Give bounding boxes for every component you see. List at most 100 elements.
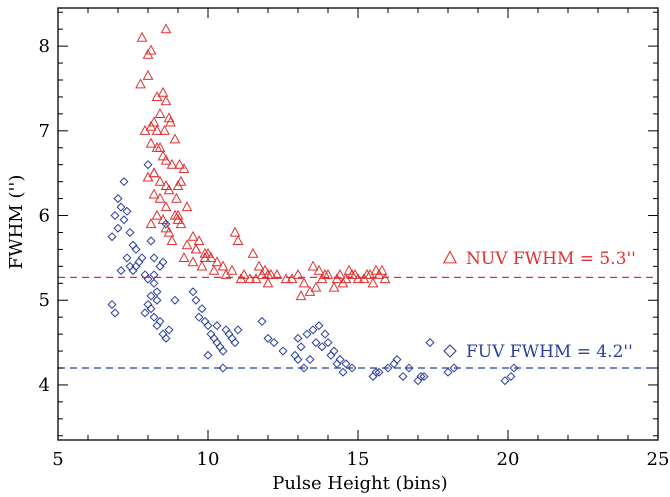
fuv-point (113, 194, 123, 204)
nuv-point (376, 264, 388, 275)
fuv-point (419, 371, 429, 381)
nuv-point (165, 116, 176, 127)
y-tick-label: 7 (39, 121, 50, 142)
fuv-point (371, 367, 381, 377)
axis-tick-labels: 5 10 15 20 25 4 5 6 7 8 (39, 36, 670, 470)
fuv-point (134, 257, 144, 267)
fuv-point (170, 295, 180, 305)
fuv-point (416, 371, 426, 381)
fuv-point (110, 211, 120, 221)
nuv-point (175, 175, 187, 186)
fuv-point (152, 295, 162, 305)
fuv-point (290, 350, 300, 360)
nuv-point (145, 120, 157, 131)
fuv-point (143, 160, 153, 170)
fuv-point (293, 355, 303, 365)
fuv-point (311, 338, 321, 348)
nuv-point (232, 235, 244, 246)
y-tick-label: 5 (39, 290, 50, 311)
fuv-point (149, 278, 159, 288)
fuv-point (155, 261, 165, 271)
fuv-point (116, 266, 126, 276)
fuv-point (119, 177, 129, 187)
nuv-point (379, 273, 391, 284)
fuv-point (257, 316, 267, 326)
nuv-point (145, 137, 157, 148)
nuv-point (157, 150, 169, 161)
nuv-point (148, 167, 160, 178)
fuv-point (269, 338, 279, 348)
nuv-point (166, 235, 178, 246)
nuv-point (367, 277, 379, 288)
nuv-point (151, 124, 163, 135)
fuv-point (131, 244, 141, 254)
nuv-point (313, 264, 325, 275)
nuv-point (160, 154, 172, 165)
fuv-point (152, 321, 162, 331)
fuv-point (149, 270, 159, 280)
axis-ticks (57, 8, 659, 440)
nuv-point (169, 133, 181, 144)
fuv-point (299, 363, 309, 373)
fuv-point (302, 329, 312, 339)
fuv-point (191, 295, 201, 305)
nuv-point (244, 273, 256, 284)
nuv-point (163, 184, 175, 195)
fuv-point (506, 371, 516, 381)
nuv-point (135, 78, 146, 89)
nuv-point (160, 23, 172, 34)
fuv-point (329, 346, 339, 356)
x-tick-label: 15 (347, 449, 370, 470)
nuv-point (253, 260, 265, 271)
fuv-point (203, 350, 213, 360)
fuv-point (389, 359, 399, 369)
fuv-point (122, 206, 132, 216)
legend-nuv: NUV FWHM = 5.3'' (442, 249, 636, 269)
nuv-point (151, 209, 163, 220)
nuv-point (160, 201, 172, 212)
nuv-point (169, 209, 181, 220)
nuv-point (154, 175, 166, 186)
fuv-point (161, 333, 171, 343)
fuv-point (425, 338, 435, 348)
fuv-point (152, 287, 162, 297)
nuv-point (238, 268, 250, 279)
fuv-series (107, 160, 519, 386)
nuv-point (174, 158, 185, 169)
nuv-point (226, 264, 238, 275)
y-tick-label: 4 (39, 375, 50, 396)
fuv-point (146, 291, 156, 301)
nuv-point (160, 222, 172, 233)
fuv-point (224, 329, 234, 339)
fuv-point (413, 376, 423, 386)
nuv-point (292, 268, 304, 279)
nuv-point (307, 260, 319, 271)
nuv-point (171, 192, 182, 203)
fuv-point (227, 333, 237, 343)
fuv-point (122, 253, 132, 263)
fuv-point (509, 363, 519, 373)
fuv-point (326, 350, 336, 360)
nuv-point (190, 243, 202, 254)
fuv-point (317, 342, 327, 352)
nuv-point (295, 290, 307, 301)
nuv-point (163, 226, 175, 237)
nuv-point (208, 264, 220, 275)
fuv-point (128, 240, 138, 250)
fuv-point (107, 299, 117, 309)
x-axis-label: Pulse Height (bins) (272, 473, 447, 494)
fuv-point (398, 371, 408, 381)
nuv-point (148, 167, 160, 178)
legend-fuv-diamond-icon (443, 344, 457, 358)
nuv-point (310, 281, 322, 292)
fuv-point (449, 363, 459, 373)
nuv-point (148, 116, 160, 127)
fuv-point (143, 274, 153, 284)
fuv-point (263, 333, 273, 343)
fuv-point (500, 376, 510, 386)
y-axis-label: FWHM ('') (6, 175, 27, 270)
nuv-point (154, 192, 166, 203)
nuv-point (178, 163, 190, 174)
